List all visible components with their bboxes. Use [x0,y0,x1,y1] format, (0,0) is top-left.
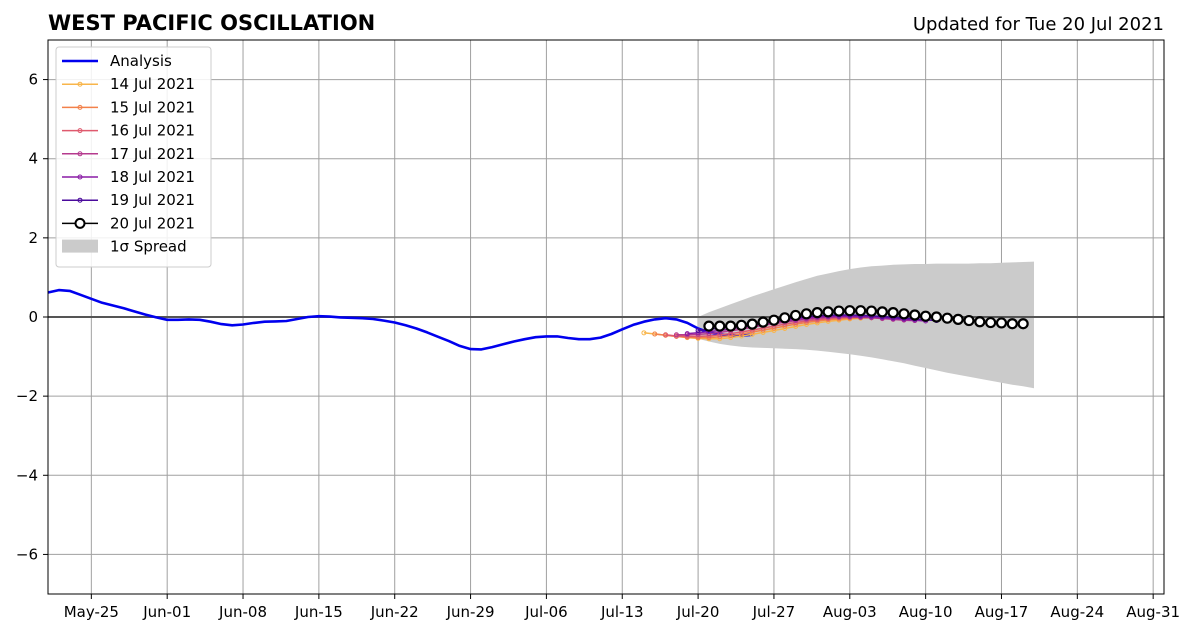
latest-forecast-point [1017,318,1029,330]
x-tick-label: Jun-08 [218,603,267,621]
latest-forecast-point [746,318,758,330]
x-tick-label: Aug-31 [1126,603,1180,621]
y-tick-label: 6 [28,71,38,89]
forecast-point [695,327,701,333]
spread-area [698,261,1034,389]
latest-forecast-point [790,309,802,322]
latest-forecast-point [811,307,823,319]
latest-forecast-point [735,319,748,331]
y-tick-label: 4 [28,150,38,168]
legend-marker [77,197,83,203]
latest-forecast-point [930,311,943,323]
x-tick-label: Jun-01 [142,603,191,621]
latest-forecast-point [876,306,888,318]
legend-label: 15 Jul 2021 [110,98,195,116]
forecast-point [641,330,647,336]
x-tick-label: Jun-29 [446,603,495,621]
forecast-point [695,330,701,336]
latest-forecast-point [995,317,1008,329]
legend-marker [77,151,83,157]
latest-forecast-point [909,309,921,321]
spread-band [698,261,1034,389]
latest-forecast-point [974,316,986,328]
forecast-point [673,332,679,338]
latest-forecast-point [703,320,715,332]
legend: Analysis 14 Jul 2021 15 Jul 2021 16 Jul 202… [55,46,212,268]
x-tick-label: Aug-03 [823,603,877,621]
latest-forecast-point [941,312,953,324]
legend-label: 18 Jul 2021 [110,168,195,186]
analysis-line [47,288,753,351]
legend-marker [77,81,83,87]
latest-forecast-point [920,310,932,322]
legend-label: 14 Jul 2021 [110,75,195,93]
axis-ticks: May-25 Jun-01 Jun-08 Jun-15 Jun-22 Jun-29 Jul-… [16,71,1180,621]
x-tick-label: Jul-27 [752,603,796,621]
legend-label: 17 Jul 2021 [110,145,195,163]
analysis-series [47,288,753,351]
chart-subtitle: Updated for Tue 20 Jul 2021 [913,14,1164,35]
latest-forecast-point [833,305,845,317]
y-tick-label: −2 [16,387,38,405]
legend-marker [77,174,83,180]
legend-box [55,46,212,268]
latest-forecast-point [1006,318,1018,330]
latest-forecast-point [952,313,964,325]
latest-forecast-point [887,307,899,319]
forecast-point [684,331,690,337]
latest-forecast-point [985,316,997,329]
x-tick-label: Aug-17 [975,603,1029,621]
legend-label: 19 Jul 2021 [110,191,195,209]
latest-forecast-point [865,305,878,317]
y-tick-label: −6 [16,545,38,563]
latest-forecast-point [725,320,737,332]
legend-marker [74,217,86,229]
latest-forecast-series [703,305,1029,332]
legend-swatch [62,239,98,253]
legend-label: 16 Jul 2021 [110,122,195,140]
latest-forecast-point [800,308,813,320]
legend-marker [77,104,83,110]
legend-marker [77,128,83,134]
x-tick-label: Aug-10 [899,603,953,621]
forecast-point [652,331,658,337]
legend-label: Analysis [110,52,172,70]
latest-forecast-point [779,312,791,324]
latest-forecast-point [898,308,910,320]
y-tick-label: −4 [16,466,38,484]
forecast-point [663,332,669,338]
latest-forecast-point [757,316,769,328]
latest-forecast-point [963,314,975,327]
y-tick-label: 2 [28,229,38,247]
y-tick-label: 0 [28,308,38,326]
latest-forecast-point [844,305,856,317]
latest-forecast-point [822,306,834,318]
x-tick-label: Jul-13 [600,603,644,621]
latest-forecast-point [714,320,726,332]
legend-label: 20 Jul 2021 [110,214,195,232]
x-tick-label: May-25 [64,603,119,621]
x-tick-label: Jul-20 [676,603,720,621]
x-tick-label: Aug-24 [1050,603,1104,621]
chart-title: WEST PACIFIC OSCILLATION [48,11,375,35]
legend-label: 1σ Spread [110,238,187,256]
x-tick-label: Jun-22 [370,603,419,621]
latest-forecast-point [855,305,867,317]
latest-forecast-point [768,314,780,326]
x-tick-label: Jul-06 [524,603,568,621]
x-tick-label: Jun-15 [294,603,343,621]
